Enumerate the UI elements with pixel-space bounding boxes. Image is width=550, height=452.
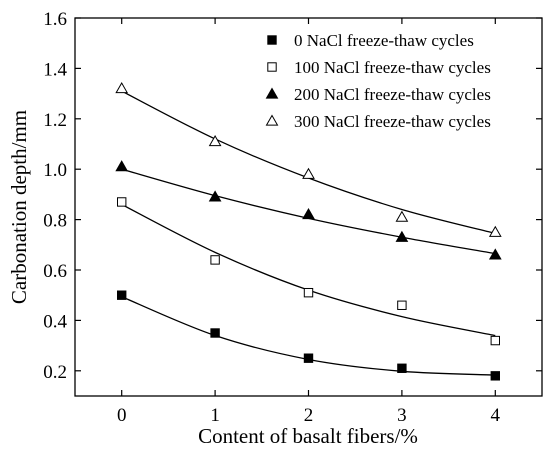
- data-point-series-0: [490, 371, 501, 381]
- legend-label-0: 0 NaCl freeze-thaw cycles: [294, 31, 474, 50]
- data-point-series-1: [210, 255, 220, 265]
- y-tick-label: 1.0: [43, 160, 67, 181]
- data-point-series-3: [488, 225, 502, 237]
- legend-marker-2: [265, 87, 279, 99]
- x-tick-label: 0: [117, 405, 127, 426]
- data-point-series-3: [302, 167, 315, 179]
- y-tick-label: 1.4: [43, 59, 67, 80]
- legend-marker-1: [267, 62, 277, 72]
- data-point-series-0: [397, 363, 407, 373]
- data-point-series-3: [395, 210, 409, 222]
- y-tick-label: 1.6: [43, 9, 67, 30]
- data-point-series-1: [303, 287, 314, 298]
- legend-label-1: 100 NaCl freeze-thaw cycles: [294, 58, 491, 77]
- y-tick-label: 0.2: [43, 362, 67, 383]
- axis-tick-labels: 0 1 2 3 4 0.2 0.4 0.6 0.8 1.0 1.2 1.4 1.6: [43, 9, 500, 426]
- y-tick-label: 0.8: [43, 211, 67, 232]
- legend-marker-3: [265, 114, 279, 126]
- x-tick-label: 1: [210, 405, 220, 426]
- axis-ticks: [75, 17, 542, 396]
- data-points: [115, 82, 502, 381]
- y-axis-title: Carbonation depth/mm: [7, 110, 31, 304]
- trend-lines: [121, 90, 496, 376]
- data-point-series-3: [115, 82, 129, 94]
- data-point-series-2: [395, 230, 409, 242]
- data-point-series-1: [490, 335, 501, 346]
- data-point-series-0: [210, 328, 220, 338]
- data-point-series-1: [117, 197, 127, 207]
- legend-label-2: 200 NaCl freeze-thaw cycles: [294, 85, 491, 104]
- legend-marker-0: [267, 35, 277, 45]
- data-point-series-2: [208, 190, 222, 202]
- y-tick-label: 1.2: [43, 110, 67, 131]
- legend-label-3: 300 NaCl freeze-thaw cycles: [294, 112, 491, 131]
- trend-line-series-1: [121, 203, 496, 337]
- x-tick-label: 2: [304, 405, 314, 426]
- trend-line-series-0: [121, 296, 496, 376]
- y-tick-label: 0.4: [43, 311, 67, 332]
- legend: 0 NaCl freeze-thaw cycles 100 NaCl freeze…: [265, 31, 491, 131]
- data-point-series-1: [397, 300, 407, 310]
- x-axis-title: Content of basalt fibers/%: [198, 424, 418, 448]
- x-tick-label: 4: [491, 405, 501, 426]
- y-tick-label: 0.6: [43, 261, 67, 282]
- data-point-series-2: [302, 208, 315, 220]
- data-point-series-2: [115, 160, 129, 172]
- x-tick-label: 3: [397, 405, 407, 426]
- data-point-series-0: [117, 290, 127, 300]
- data-point-series-2: [488, 248, 502, 260]
- data-point-series-0: [303, 353, 314, 363]
- data-point-series-3: [208, 134, 222, 147]
